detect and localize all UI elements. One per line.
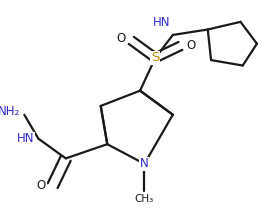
Text: NH₂: NH₂ [0,105,20,118]
Text: N: N [140,157,149,170]
Text: HN: HN [16,132,34,145]
Text: HN: HN [153,16,171,29]
Text: O: O [37,179,46,192]
Text: CH₃: CH₃ [135,194,154,204]
Text: O: O [117,32,126,45]
Text: O: O [186,39,195,52]
Text: S: S [151,51,160,64]
